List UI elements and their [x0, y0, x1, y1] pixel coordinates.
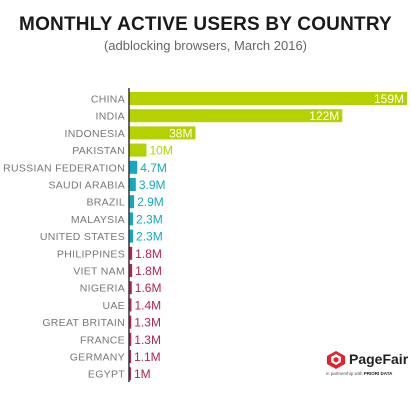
value-label: 2.9M: [137, 195, 164, 209]
chart-title: MONTHLY ACTIVE USERS BY COUNTRY: [19, 14, 392, 35]
bar: [129, 350, 131, 363]
bar: [129, 315, 132, 329]
bar: [129, 143, 147, 157]
category-label: GREAT BRITAIN: [42, 317, 125, 329]
bar: [129, 126, 196, 140]
value-label: 1.4M: [134, 298, 161, 312]
value-label: 159M: [374, 92, 404, 106]
value-label: 1M: [134, 367, 151, 381]
bar: [129, 92, 407, 105]
category-label: UAE: [103, 300, 126, 312]
category-label: CHINA: [91, 94, 125, 106]
logo-partner-name: PRIORI DATA: [363, 371, 393, 376]
category-label: PHILIPPINES: [57, 248, 125, 260]
category-label: BRAZIL: [86, 197, 125, 209]
bar: [129, 160, 138, 174]
logo-tagline: in partnership with: [326, 371, 363, 376]
value-label: 3.9M: [139, 178, 166, 192]
bar: [129, 298, 132, 312]
bars-group: CHINA 159M INDIA 122M INDONESIA 38M PAKISTAN 10…: [3, 92, 407, 381]
category-label: SAUDI ARABIA: [48, 180, 125, 192]
category-label: RUSSIAN FEDERATION: [3, 162, 125, 174]
logo-partnership-note: in partnership with PRIORI DATA: [326, 371, 392, 376]
value-label: 1.3M: [134, 333, 161, 347]
category-label: UNITED STATES: [40, 231, 125, 243]
value-label: 2.3M: [136, 212, 163, 226]
bar: [129, 367, 131, 381]
category-label: INDONESIA: [65, 128, 125, 140]
value-label: 1.1M: [134, 350, 161, 364]
bar: [129, 264, 133, 277]
value-label: 1.8M: [135, 264, 162, 278]
chart-subtitle: (adblocking browsers, March 2016): [103, 38, 308, 53]
category-label: INDIA: [95, 111, 125, 123]
bar: [129, 109, 343, 123]
bar: [129, 229, 134, 243]
bar: [129, 332, 132, 346]
category-label: GERMANY: [70, 352, 125, 364]
value-label: 4.7M: [140, 161, 167, 175]
category-label: NIGERIA: [80, 283, 125, 295]
bar: [129, 178, 136, 191]
bar: [129, 212, 134, 226]
category-label: MALAYSIA: [71, 214, 125, 226]
pagefair-logo-text: PageFair: [349, 351, 409, 367]
value-label: 10M: [149, 144, 172, 158]
category-label: VIET NAM: [73, 266, 125, 278]
bar: [129, 246, 133, 260]
value-label: 1.8M: [135, 247, 162, 261]
pagefair-logo-icon: [327, 351, 345, 369]
value-label: 38M: [169, 126, 192, 140]
bar: [129, 195, 135, 209]
category-label: PAKISTAN: [72, 145, 125, 157]
value-label: 1.3M: [134, 316, 161, 330]
bar: [129, 281, 132, 295]
category-label: FRANCE: [80, 334, 125, 346]
category-label: EGYPT: [88, 369, 125, 381]
value-label: 2.3M: [136, 230, 163, 244]
value-label: 1.6M: [135, 281, 162, 295]
pagefair-logo: PageFair in partnership with PRIORI DATA: [326, 348, 409, 378]
value-label: 122M: [309, 109, 339, 123]
